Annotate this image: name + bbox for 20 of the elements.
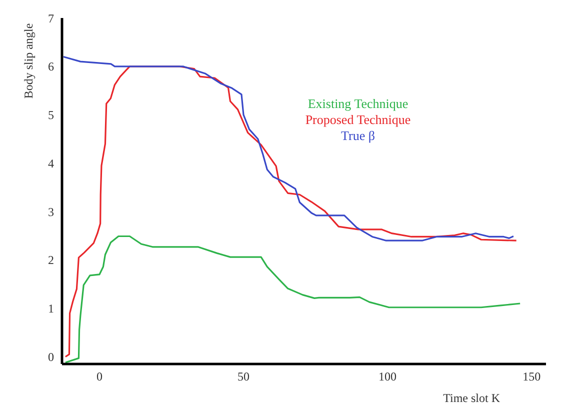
line-series: [64, 235, 521, 364]
x-tick-label: 150: [522, 370, 541, 384]
x-axis-title: Time slot K: [443, 391, 500, 405]
y-tick-label: 7: [48, 11, 54, 26]
y-axis-title: Body slip angle: [21, 23, 36, 99]
text: True β: [340, 128, 376, 144]
text: Existing Technique: [306, 96, 410, 112]
x-tick-label: 100: [378, 370, 397, 384]
line-series: [64, 66, 518, 358]
y-tick-label: 2: [48, 253, 54, 268]
y-tick-label: 6: [48, 60, 54, 74]
text: Proposed Technique: [304, 112, 412, 128]
x-tick-label: 50: [238, 370, 250, 384]
y-tick-label: 1: [48, 302, 54, 316]
y-tick-label: 3: [48, 204, 54, 219]
y-tick-label: 5: [48, 108, 54, 122]
y-tick-label: 0: [48, 350, 54, 364]
line-series: [62, 56, 514, 242]
x-tick-label: 0: [96, 370, 102, 384]
y-tick-label: 4: [48, 156, 54, 170]
